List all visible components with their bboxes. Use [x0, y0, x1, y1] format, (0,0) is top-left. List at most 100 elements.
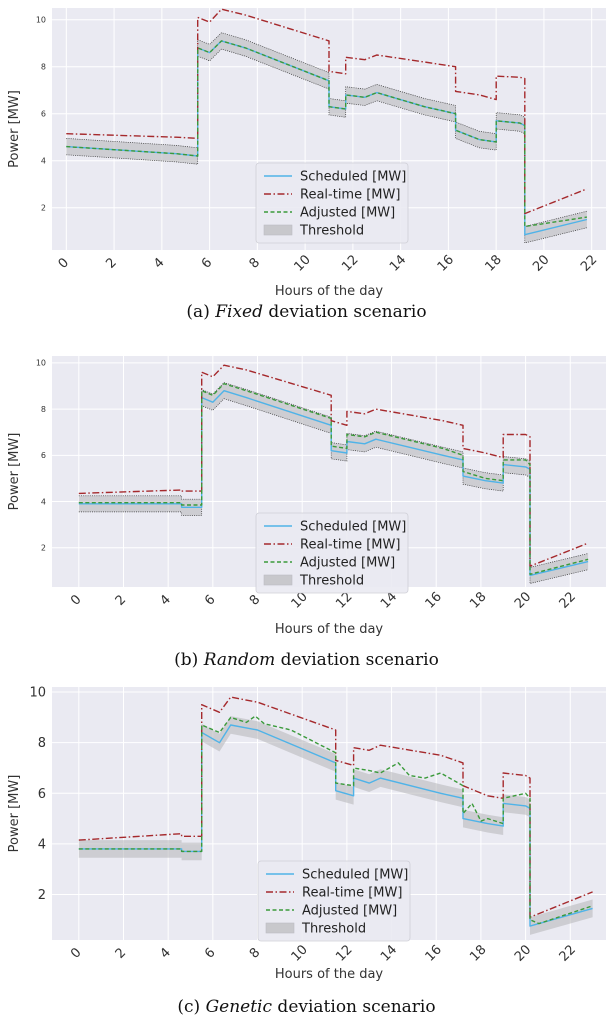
x-tick-label: 20 [530, 252, 552, 274]
panel-random: 2 4 6 8 10 0 2 4 6 8 10 12 14 16 18 20 22 Hours of the da… [0, 350, 613, 685]
y-tick-label: 10 [29, 686, 46, 701]
legend-label: Adjusted [MW] [300, 206, 395, 221]
x-tick-label: 14 [387, 252, 409, 274]
caption-italic: Fixed [215, 302, 263, 322]
caption-suffix: deviation scenario [272, 997, 436, 1017]
y-tick-label: 2 [41, 544, 46, 553]
y-tick-label: 4 [41, 497, 46, 506]
legend-swatch-threshold [263, 224, 293, 236]
legend: Scheduled [MW] Real-time [MW] Adjusted [MW… [255, 512, 409, 594]
x-tick-label: 14 [378, 942, 400, 964]
y-tick-label: 6 [41, 110, 46, 119]
legend-swatch-threshold [263, 574, 293, 586]
threshold-lower-edge [66, 48, 587, 244]
x-tick-label: 18 [467, 589, 489, 611]
legend-label: Adjusted [MW] [300, 556, 395, 571]
x-axis-label: Hours of the day [275, 284, 384, 299]
legend-label: Real-time [MW] [302, 886, 402, 901]
legend-label: Scheduled [MW] [300, 170, 406, 185]
x-tick-label: 8 [247, 255, 263, 271]
legend: Scheduled [MW] Real-time [MW] Adjusted [MW… [255, 162, 409, 244]
x-tick-label: 12 [333, 942, 355, 964]
y-tick-label: 10 [36, 359, 46, 368]
x-tick-label: 6 [199, 255, 215, 271]
panel-fixed: 2 4 6 8 10 0 2 4 6 8 10 12 14 16 18 20 22 Hours of the da… [0, 0, 613, 350]
x-tick-label: 2 [113, 945, 129, 961]
series-line-dashed [78, 715, 593, 925]
x-tick-label: 22 [557, 589, 579, 611]
y-tick-label: 8 [38, 736, 46, 751]
series-line-dashdot [78, 364, 589, 567]
x-axis-label: Hours of the day [275, 622, 384, 637]
x-tick-label: 8 [247, 592, 263, 608]
series-line-dashed [78, 383, 589, 576]
legend: Scheduled [MW] Real-time [MW] Adjusted [MW… [257, 860, 411, 942]
x-tick-label: 18 [483, 252, 505, 274]
x-tick-label: 4 [157, 945, 173, 961]
threshold-band [66, 32, 587, 244]
y-tick-label: 8 [41, 405, 46, 414]
x-tick-label: 20 [512, 589, 534, 611]
caption-prefix: (b) [174, 650, 204, 670]
x-tick-label: 6 [202, 945, 218, 961]
caption-italic: Genetic [205, 997, 273, 1017]
legend-label: Real-time [MW] [300, 538, 400, 553]
y-tick-label: 4 [41, 157, 46, 166]
caption-prefix: (a) [186, 302, 216, 322]
caption-italic: Random [203, 650, 276, 670]
legend-label: Scheduled [MW] [300, 520, 406, 535]
x-tick-label: 16 [423, 942, 445, 964]
y-tick-label: 2 [41, 204, 46, 213]
x-tick-label: 22 [557, 942, 579, 964]
chart-genetic: 2 4 6 8 10 0 2 4 6 8 10 12 14 16 18 20 22 Hours of the da… [7, 686, 606, 982]
legend-swatch-threshold [265, 922, 295, 934]
caption-genetic: (c) Genetic deviation scenario [0, 997, 613, 1017]
x-tick-label: 2 [103, 255, 119, 271]
x-tick-label: 4 [151, 255, 167, 271]
x-tick-label: 12 [339, 252, 361, 274]
y-tick-label: 6 [41, 451, 46, 460]
caption-prefix: (c) [177, 997, 206, 1017]
threshold-upper-edge [66, 32, 587, 227]
x-tick-label: 18 [467, 942, 489, 964]
y-axis-label: Power [MW] [7, 433, 22, 511]
x-tick-label: 16 [435, 252, 457, 274]
legend-label: Scheduled [MW] [302, 868, 408, 883]
x-tick-label: 20 [512, 942, 534, 964]
legend-box [255, 162, 409, 244]
series-line-dashdot [66, 8, 588, 215]
series-line-dashed [66, 40, 588, 228]
caption-suffix: deviation scenario [263, 302, 427, 322]
y-tick-label: 4 [38, 837, 46, 852]
x-tick-label: 10 [289, 942, 311, 964]
legend-label: Threshold [301, 922, 366, 937]
y-axis-label: Power [MW] [7, 90, 22, 168]
panel-genetic: 2 4 6 8 10 0 2 4 6 8 10 12 14 16 18 20 22 Hours of the da… [0, 685, 613, 1034]
y-axis-label: Power [MW] [7, 775, 22, 853]
x-tick-label: 0 [68, 945, 84, 961]
x-tick-label: 22 [578, 252, 600, 274]
legend-label: Threshold [299, 224, 364, 239]
threshold-band [78, 382, 589, 584]
y-tick-label: 6 [38, 787, 46, 802]
caption-fixed: (a) Fixed deviation scenario [0, 302, 613, 322]
legend-box [257, 860, 411, 942]
threshold-upper-edge [78, 382, 589, 568]
legend-label: Threshold [299, 574, 364, 589]
chart-fixed: 2 4 6 8 10 0 2 4 6 8 10 12 14 16 18 20 22 Hours of the da… [7, 8, 606, 299]
caption-suffix: deviation scenario [275, 650, 439, 670]
x-tick-label: 0 [56, 255, 72, 271]
x-tick-label: 10 [291, 252, 313, 274]
legend-label: Adjusted [MW] [302, 904, 397, 919]
caption-random: (b) Random deviation scenario [0, 650, 613, 670]
y-tick-label: 10 [36, 16, 46, 25]
y-tick-label: 8 [41, 63, 46, 72]
y-tick-label: 2 [38, 888, 46, 903]
legend-label: Real-time [MW] [300, 188, 400, 203]
x-tick-label: 4 [157, 592, 173, 608]
x-axis-label: Hours of the day [275, 967, 384, 982]
x-tick-label: 6 [202, 592, 218, 608]
x-tick-label: 0 [68, 592, 84, 608]
x-tick-label: 2 [113, 592, 129, 608]
